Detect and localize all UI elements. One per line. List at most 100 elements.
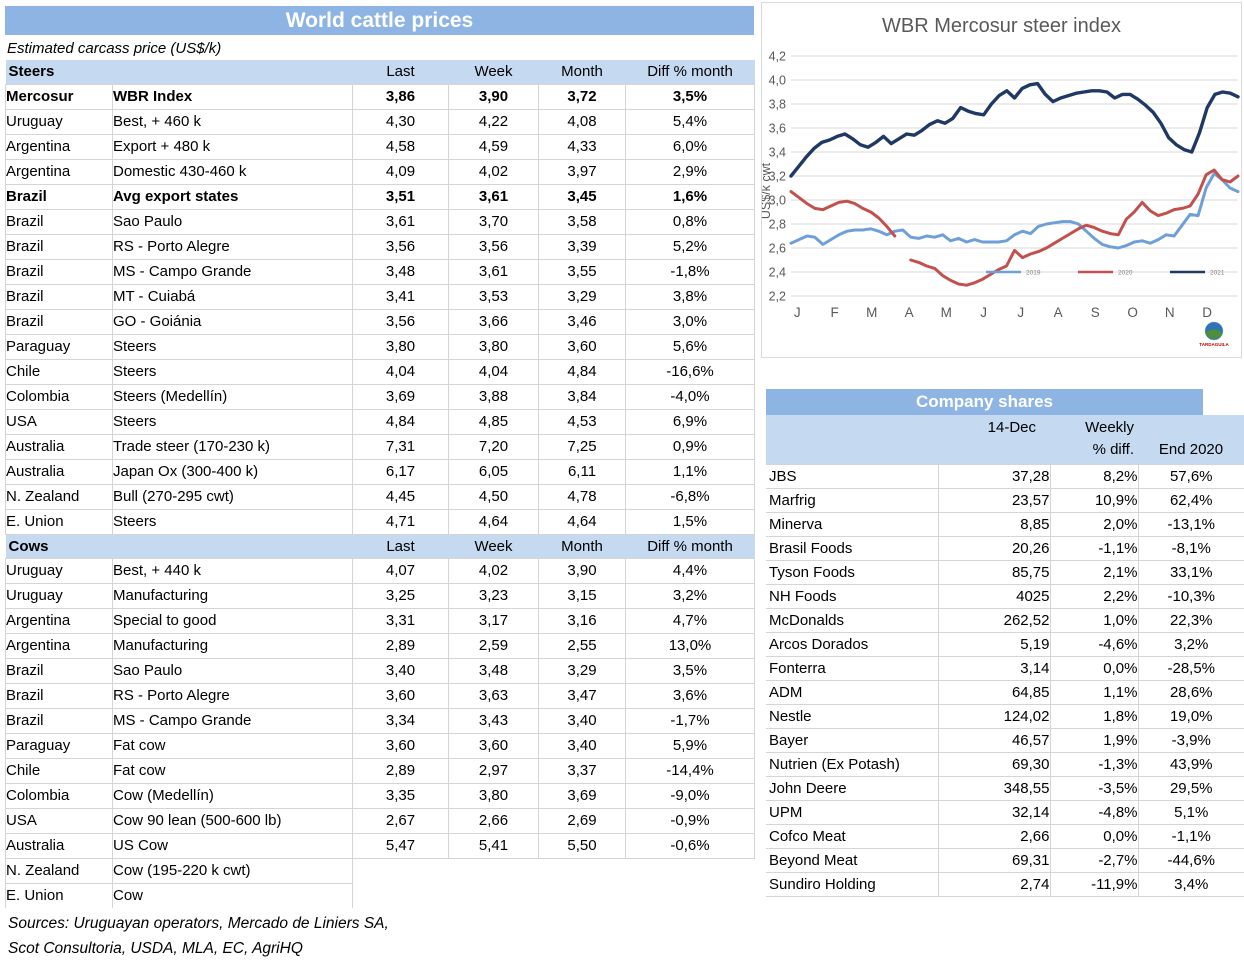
svg-text:M: M bbox=[941, 305, 952, 320]
week-cell: 5,41 bbox=[448, 832, 539, 859]
price-table-row: Brazil MT - Cuiabá 3,41 3,53 3,29 3,8% bbox=[5, 283, 755, 310]
company-table-row: ADM 64,85 1,1% 28,6% bbox=[766, 680, 1244, 705]
price-table-row: Uruguay Best, + 440 k 4,07 4,02 3,90 4,4… bbox=[5, 557, 755, 584]
diff-cell: -4,0% bbox=[625, 383, 755, 410]
company-col-header-pct-diff: % diff. bbox=[1092, 441, 1134, 458]
svg-text:4,2: 4,2 bbox=[769, 50, 786, 64]
last-cell: 3,31 bbox=[352, 607, 449, 634]
description-cell: Trade steer (170-230 k) bbox=[112, 433, 353, 460]
diff-cell: -6,8% bbox=[625, 483, 755, 510]
country-cell: Brazil bbox=[5, 657, 113, 684]
country-cell: Brazil bbox=[5, 258, 113, 285]
col-header-week: Week bbox=[448, 60, 539, 84]
last-cell: 3,48 bbox=[352, 258, 449, 285]
country-cell: Uruguay bbox=[5, 557, 113, 584]
price-table-row: Argentina Manufacturing 2,89 2,59 2,55 1… bbox=[5, 632, 755, 659]
last-cell: 3,51 bbox=[352, 183, 449, 210]
description-cell: Steers (Medellín) bbox=[112, 383, 353, 410]
price-table-row: USA Cow 90 lean (500-600 lb) 2,67 2,66 2… bbox=[5, 807, 755, 834]
diff-cell: 13,0% bbox=[625, 632, 755, 659]
week-cell: 3,66 bbox=[448, 308, 539, 335]
country-cell: Colombia bbox=[5, 383, 113, 410]
diff-cell: 3,2% bbox=[625, 582, 755, 609]
sources-note: Sources: Uruguayan operators, Mercado de… bbox=[5, 908, 754, 962]
price-table-row: E. Union Steers 4,71 4,64 4,64 1,5% bbox=[5, 508, 755, 535]
section-name-cows: Cows bbox=[5, 534, 353, 558]
description-cell: MS - Campo Grande bbox=[112, 258, 353, 285]
company-end-2020-cell: 62,4% bbox=[1137, 488, 1244, 513]
company-end-2020-cell: -28,5% bbox=[1137, 656, 1244, 681]
diff-cell: -0,6% bbox=[625, 832, 755, 859]
svg-text:J: J bbox=[794, 305, 801, 320]
month-cell: 3,84 bbox=[538, 383, 626, 410]
svg-text:3,2: 3,2 bbox=[769, 170, 786, 184]
company-name-cell: Sundiro Holding bbox=[766, 872, 939, 897]
week-cell: 3,43 bbox=[448, 707, 539, 734]
company-col-header-blank bbox=[1138, 417, 1244, 439]
week-cell: 4,02 bbox=[448, 158, 539, 185]
country-cell: Australia bbox=[5, 433, 113, 460]
diff-cell: -9,0% bbox=[625, 782, 755, 809]
company-price-cell: 85,75 bbox=[937, 560, 1051, 585]
company-price-cell: 46,57 bbox=[937, 728, 1051, 753]
last-cell: 3,25 bbox=[352, 582, 449, 609]
month-cell: 3,15 bbox=[538, 582, 626, 609]
price-table-row: Brazil MS - Campo Grande 3,34 3,43 3,40 … bbox=[5, 707, 755, 734]
month-cell: 4,53 bbox=[538, 408, 626, 435]
month-cell: 3,37 bbox=[538, 757, 626, 784]
company-name-cell: UPM bbox=[766, 800, 939, 825]
country-cell: E. Union bbox=[5, 508, 113, 535]
month-cell: 3,47 bbox=[538, 682, 626, 709]
diff-cell: -1,7% bbox=[625, 707, 755, 734]
month-cell: 3,39 bbox=[538, 233, 626, 260]
description-cell: Special to good bbox=[112, 607, 353, 634]
company-end-2020-cell: 3,4% bbox=[1137, 872, 1244, 897]
country-cell: Paraguay bbox=[5, 333, 113, 360]
price-table-row: Colombia Steers (Medellín) 3,69 3,88 3,8… bbox=[5, 383, 755, 410]
week-cell: 4,50 bbox=[448, 483, 539, 510]
company-weekly-diff-cell: 1,9% bbox=[1049, 728, 1139, 753]
description-cell: Export + 480 k bbox=[112, 133, 353, 160]
last-cell: 3,61 bbox=[352, 208, 449, 235]
company-name-cell: Brasil Foods bbox=[766, 536, 939, 561]
country-cell: Argentina bbox=[5, 632, 113, 659]
company-table-row: NH Foods 4025 2,2% -10,3% bbox=[766, 584, 1244, 609]
company-price-cell: 32,14 bbox=[937, 800, 1051, 825]
svg-text:A: A bbox=[905, 305, 914, 320]
month-cell: 3,55 bbox=[538, 258, 626, 285]
price-table-row: Brazil Sao Paulo 3,61 3,70 3,58 0,8% bbox=[5, 208, 755, 235]
company-price-cell: 23,57 bbox=[937, 488, 1051, 513]
company-weekly-diff-cell: 2,1% bbox=[1049, 560, 1139, 585]
last-cell: 4,45 bbox=[352, 483, 449, 510]
description-cell: Japan Ox (300-400 k) bbox=[112, 458, 353, 485]
company-name-cell: ADM bbox=[766, 680, 939, 705]
diff-cell: -14,4% bbox=[625, 757, 755, 784]
price-table-row: Brazil Sao Paulo 3,40 3,48 3,29 3,5% bbox=[5, 657, 755, 684]
week-cell: 3,80 bbox=[448, 782, 539, 809]
diff-cell: -1,8% bbox=[625, 258, 755, 285]
svg-text:2,4: 2,4 bbox=[769, 266, 786, 280]
company-end-2020-cell: 19,0% bbox=[1137, 704, 1244, 729]
week-cell: 3,23 bbox=[448, 582, 539, 609]
company-price-cell: 69,31 bbox=[937, 848, 1051, 873]
company-weekly-diff-cell: -1,3% bbox=[1049, 752, 1139, 777]
price-table-row: Brazil RS - Porto Alegre 3,60 3,63 3,47 … bbox=[5, 682, 755, 709]
company-price-cell: 20,26 bbox=[937, 536, 1051, 561]
week-cell: 3,60 bbox=[448, 732, 539, 759]
company-price-cell: 4025 bbox=[937, 584, 1051, 609]
diff-cell: 3,8% bbox=[625, 283, 755, 310]
week-cell: 3,48 bbox=[448, 657, 539, 684]
price-table-row: Uruguay Manufacturing 3,25 3,23 3,15 3,2… bbox=[5, 582, 755, 609]
diff-cell: 4,4% bbox=[625, 557, 755, 584]
week-cell: 3,63 bbox=[448, 682, 539, 709]
month-cell: 3,69 bbox=[538, 782, 626, 809]
svg-text:2,6: 2,6 bbox=[769, 242, 786, 256]
description-cell: US Cow bbox=[112, 832, 353, 859]
company-name-cell: Tyson Foods bbox=[766, 560, 939, 585]
company-table-row: McDonalds 262,52 1,0% 22,3% bbox=[766, 608, 1244, 633]
company-table-row: Minerva 8,85 2,0% -13,1% bbox=[766, 512, 1244, 537]
company-name-cell: Nestle bbox=[766, 704, 939, 729]
diff-cell: 1,5% bbox=[625, 508, 755, 535]
company-price-cell: 37,28 bbox=[937, 464, 1051, 489]
company-name-cell: McDonalds bbox=[766, 608, 939, 633]
